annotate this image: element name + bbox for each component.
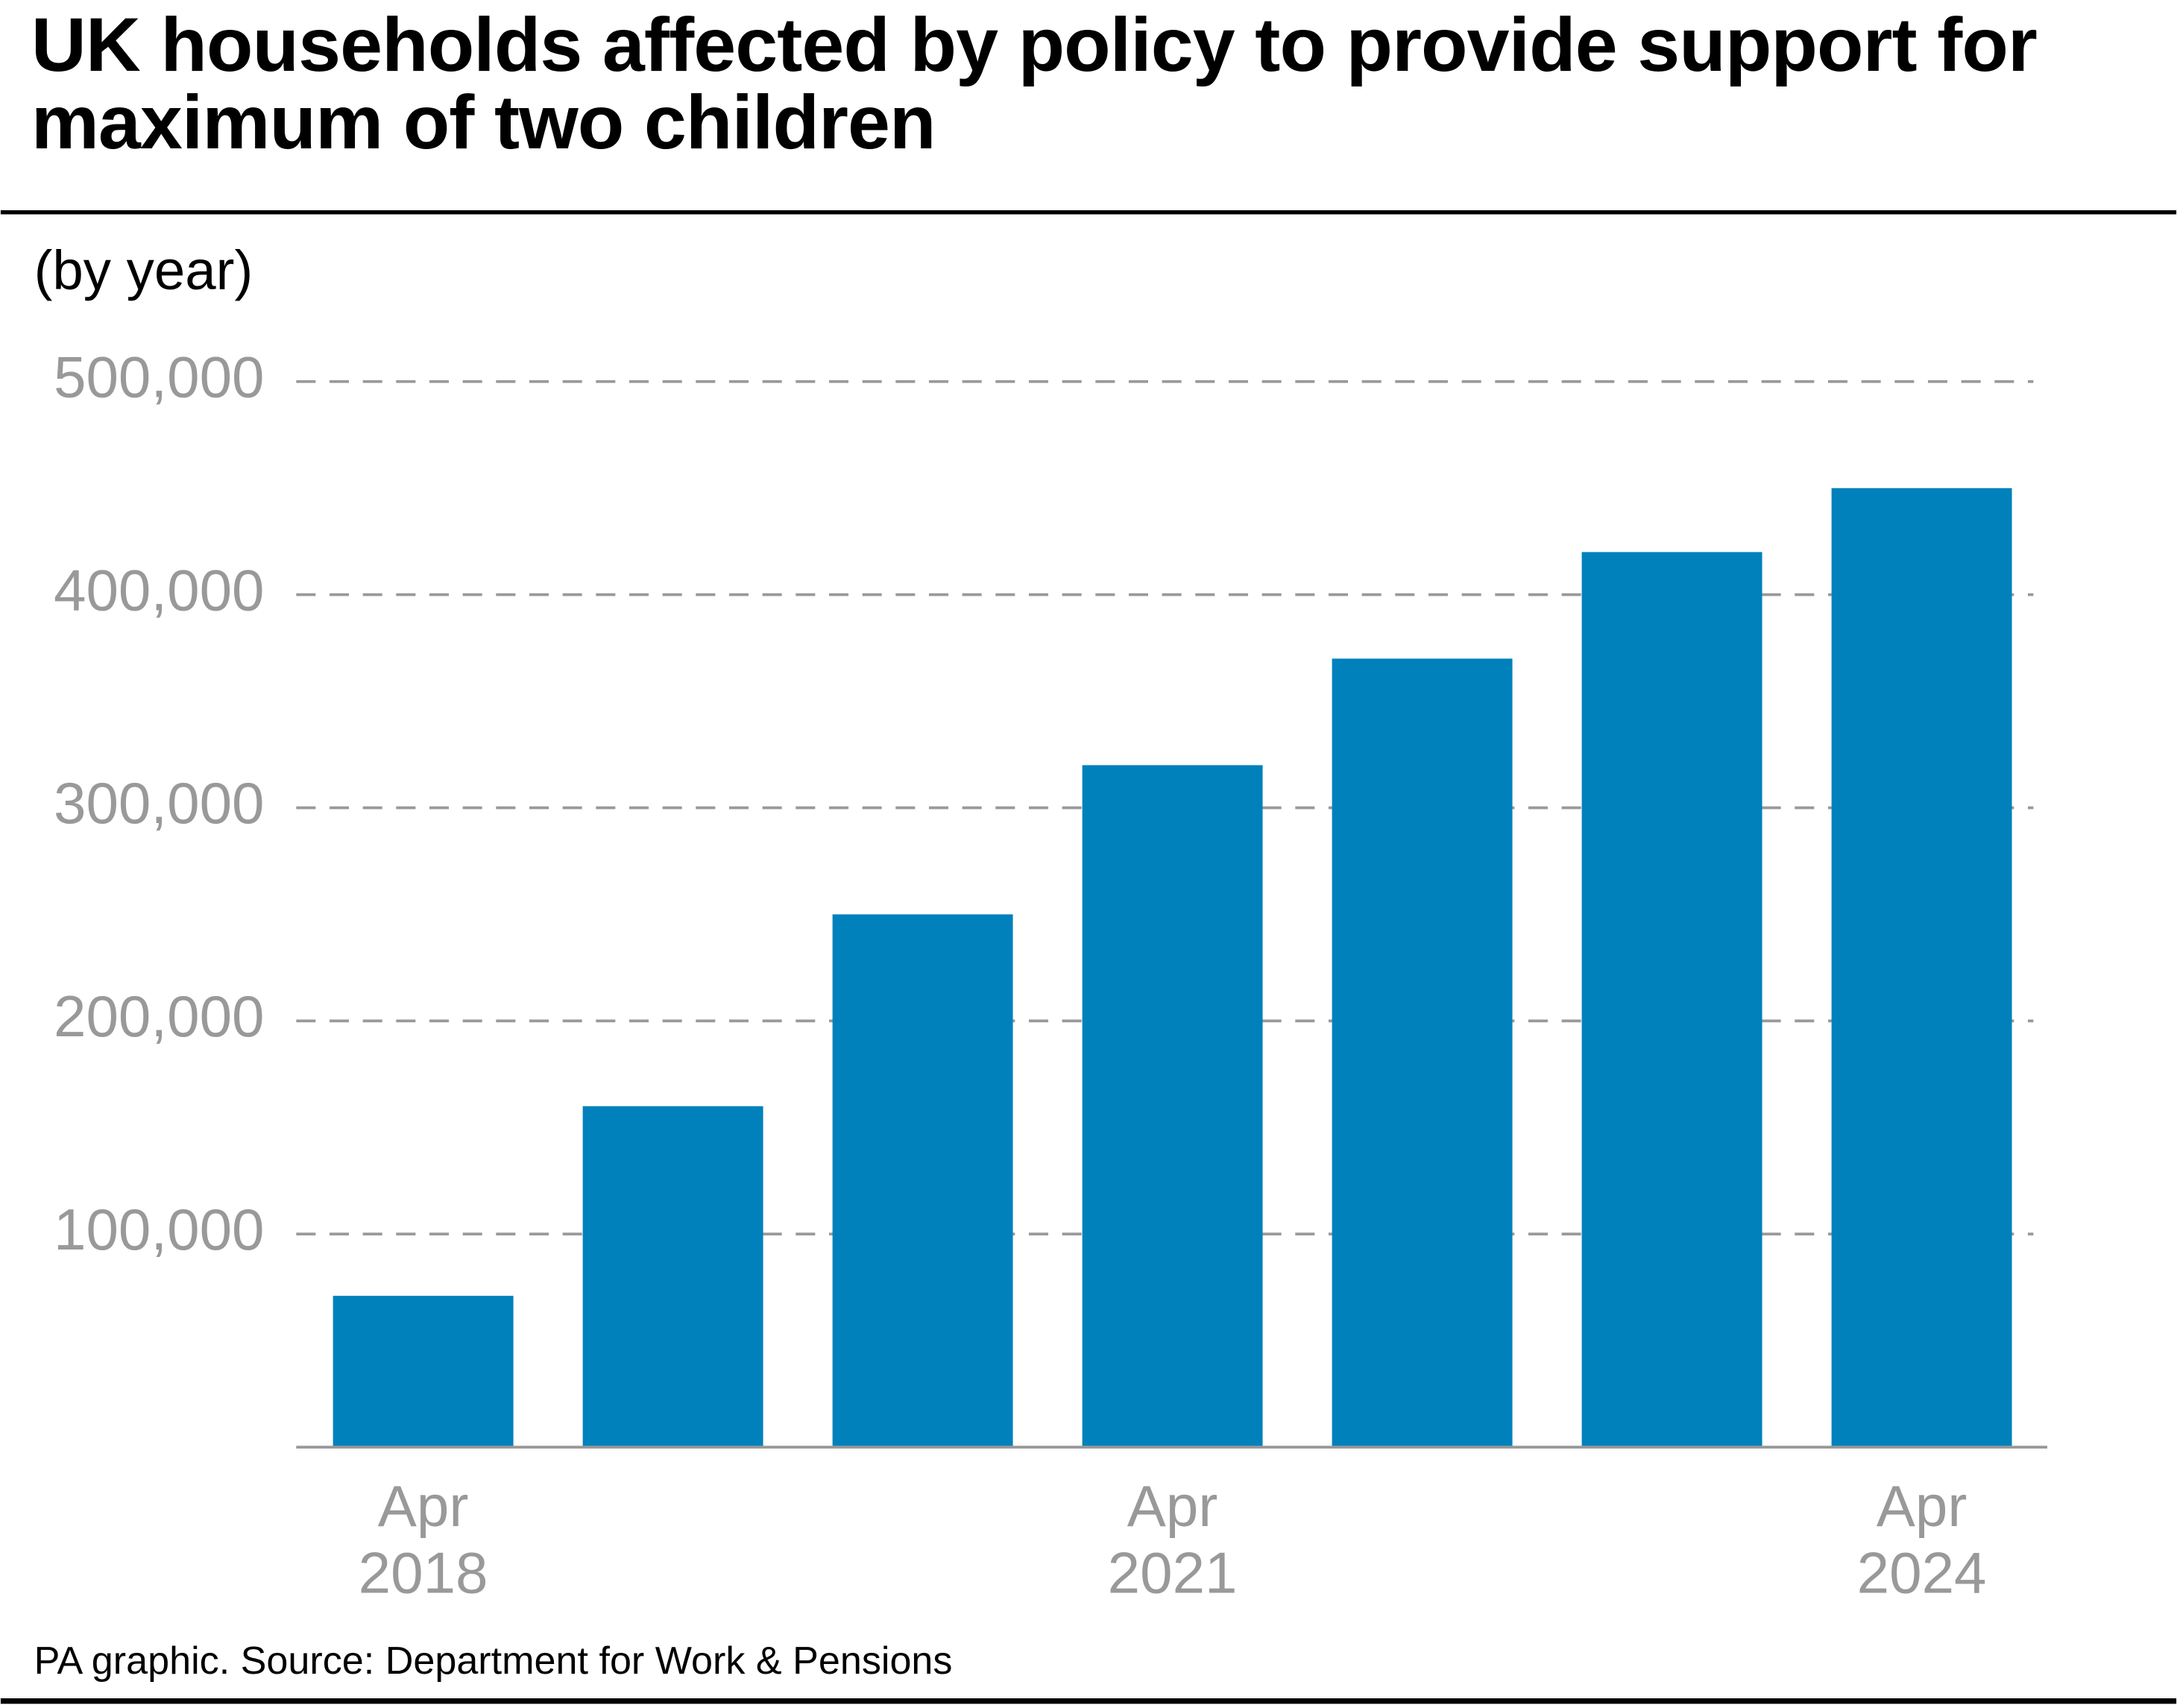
x-tick-line: Apr [1877,1473,1968,1539]
bar [1082,765,1263,1448]
subtitle: (by year) [34,239,253,301]
chart-title: UK households affected by policy to prov… [31,5,2038,166]
bar [1332,658,1513,1448]
x-tick-label: Apr 2021 [1108,1473,1238,1605]
bar [832,914,1013,1448]
x-tick-line: Apr [1127,1473,1218,1539]
x-tick-line: 2018 [359,1540,488,1606]
y-tick-label: 200,000 [54,983,265,1049]
bar [1831,488,2012,1448]
x-tick-line: Apr [378,1473,469,1539]
x-tick-line: 2024 [1857,1540,1987,1606]
bar [582,1106,763,1448]
y-tick-label: 500,000 [54,344,265,409]
y-tick-label: 400,000 [54,557,265,623]
source: PA graphic. Source: Department for Work … [34,1639,953,1683]
x-tick-label: Apr 2024 [1857,1473,1987,1605]
x-tick-line: 2021 [1108,1540,1238,1606]
x-tick-label: Apr 2018 [359,1473,488,1605]
bar [333,1296,514,1448]
y-tick-label: 300,000 [54,770,265,836]
bar [1581,552,1762,1448]
y-tick-label: 100,000 [54,1197,265,1262]
title-box: UK households affected by policy to prov… [31,5,2038,166]
